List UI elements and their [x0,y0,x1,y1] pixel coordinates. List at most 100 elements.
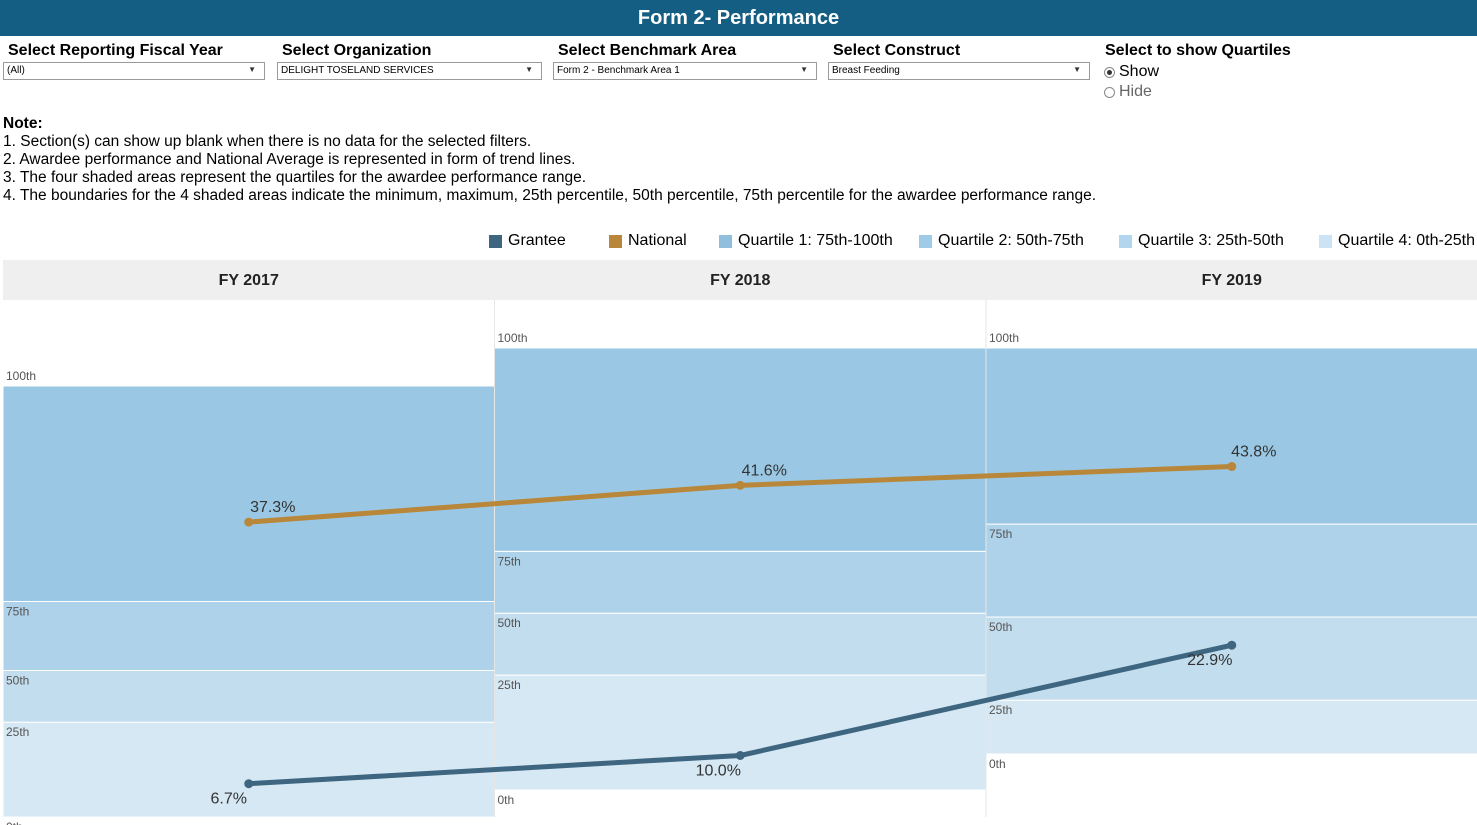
quartile-boundary-label: 0th [989,757,1006,771]
quartile-band [2,385,495,602]
construct-dropdown[interactable]: Breast Feeding ▼ [828,62,1090,80]
national-data-label: 43.8% [1231,444,1276,461]
legend-label: Quartile 2: 50th-75th [938,232,1084,249]
note-item: 2. Awardee performance and National Aver… [3,151,576,168]
national-point [735,480,745,490]
legend-swatch [719,234,732,248]
quartile-band [985,347,1477,525]
fiscal-year-dropdown[interactable]: (All) ▼ [3,62,265,80]
chart-legend: Grantee National Quartile 1: 75th-100th … [0,232,1477,252]
note-item: 4. The boundaries for the 4 shaded areas… [3,187,1097,204]
legend-item-quartile-3[interactable]: Quartile 3: 25th-50th [1119,232,1284,250]
legend-label: National [628,232,687,249]
legend-label: Quartile 1: 75th-100th [738,232,893,249]
radio-label: Hide [1119,83,1152,100]
note-item: 3. The four shaded areas represent the q… [3,169,587,186]
legend-item-quartile-4[interactable]: Quartile 4: 0th-25th [1319,232,1475,250]
quartile-boundary-label: 75th [989,527,1012,541]
quartile-toggle: Select to show Quartiles Show Hide [1100,42,1291,102]
national-point [1227,462,1237,472]
national-data-label: 37.3% [250,499,295,516]
show-quartiles-radio[interactable]: Show [1104,62,1291,82]
quartile-band [494,347,987,552]
quartile-boundary-label: 100th [989,331,1019,345]
note-item: 1. Section(s) can show up blank when the… [3,133,532,150]
notes-section: Note: 1. Section(s) can show up blank wh… [3,115,1096,205]
radio-selected-icon [1104,66,1115,78]
national-point [244,517,254,527]
quartile-boundary-label: 100th [498,331,528,345]
filter-label: Select Benchmark Area [558,42,737,59]
quartile-band [2,601,495,671]
page-title: Form 2- Performance [0,0,1477,36]
quartile-band [494,612,987,676]
quartile-boundary-label: 50th [498,616,521,630]
legend-swatch [919,234,932,248]
quartile-band [2,669,495,723]
construct-filter: Select Construct Breast Feeding ▼ [828,42,1090,80]
chevron-down-icon: ▼ [800,65,808,74]
quartile-boundary-label: 25th [498,678,521,692]
radio-label: Show [1119,63,1160,80]
organization-dropdown[interactable]: DELIGHT TOSELAND SERVICES ▼ [277,62,542,80]
legend-swatch [489,234,502,248]
legend-item-national[interactable]: National [609,232,687,250]
quartile-band [985,699,1477,755]
benchmark-area-dropdown[interactable]: Form 2 - Benchmark Area 1 ▼ [553,62,817,80]
dropdown-value: Form 2 - Benchmark Area 1 [557,65,680,76]
panel-header-label: FY 2018 [710,272,770,289]
dropdown-value: DELIGHT TOSELAND SERVICES [281,65,434,76]
filter-label: Select Construct [833,42,961,59]
notes-title: Note: [3,115,43,132]
panel-header-label: FY 2019 [1202,272,1262,289]
quartile-band [2,721,495,818]
fiscal-year-filter: Select Reporting Fiscal Year (All) ▼ [3,42,265,80]
panel-header [494,260,986,300]
quartile-boundary-label: 100th [6,369,36,383]
grantee-data-label: 22.9% [1187,652,1232,669]
quartile-boundary-label: 0th [6,820,23,825]
legend-item-quartile-2[interactable]: Quartile 2: 50th-75th [919,232,1084,250]
national-data-label: 41.6% [742,462,787,479]
chevron-down-icon: ▼ [248,65,256,74]
legend-label: Quartile 4: 0th-25th [1338,232,1475,249]
panel-header [3,260,495,300]
grantee-point [735,751,745,760]
quartile-boundary-label: 25th [989,703,1012,717]
hide-quartiles-radio[interactable]: Hide [1104,82,1291,102]
radio-unselected-icon [1104,86,1115,98]
quartile-boundary-label: 75th [498,554,521,568]
filter-label: Select Reporting Fiscal Year [8,42,223,59]
quartile-boundary-label: 25th [6,725,29,739]
legend-swatch [1119,234,1132,248]
chevron-down-icon: ▼ [525,65,533,74]
benchmark-area-filter: Select Benchmark Area Form 2 - Benchmark… [553,42,817,80]
quartile-band [985,523,1477,618]
quartile-band [494,550,987,614]
filter-label: Select to show Quartiles [1105,42,1291,59]
dropdown-value: (All) [7,65,25,76]
grantee-data-label: 6.7% [211,791,247,808]
grantee-point [1227,640,1237,650]
legend-swatch [609,234,622,248]
quartile-band [985,616,1477,701]
grantee-data-label: 10.0% [696,763,741,780]
legend-label: Quartile 3: 25th-50th [1138,232,1284,249]
quartile-boundary-label: 75th [6,605,29,619]
quartile-boundary-label: 0th [498,793,515,807]
legend-label: Grantee [508,232,566,249]
organization-filter: Select Organization DELIGHT TOSELAND SER… [277,42,542,80]
chevron-down-icon: ▼ [1073,65,1081,74]
dropdown-value: Breast Feeding [832,65,900,76]
grantee-point [244,779,254,789]
panel-header [986,260,1477,300]
filter-label: Select Organization [282,42,432,59]
legend-item-quartile-1[interactable]: Quartile 1: 75th-100th [719,232,893,250]
quartile-boundary-label: 50th [6,673,29,687]
legend-swatch [1319,234,1332,248]
panel-header-label: FY 2017 [219,272,279,289]
legend-item-grantee[interactable]: Grantee [489,232,566,250]
quartile-boundary-label: 50th [989,620,1012,634]
quartile-band [494,674,987,791]
